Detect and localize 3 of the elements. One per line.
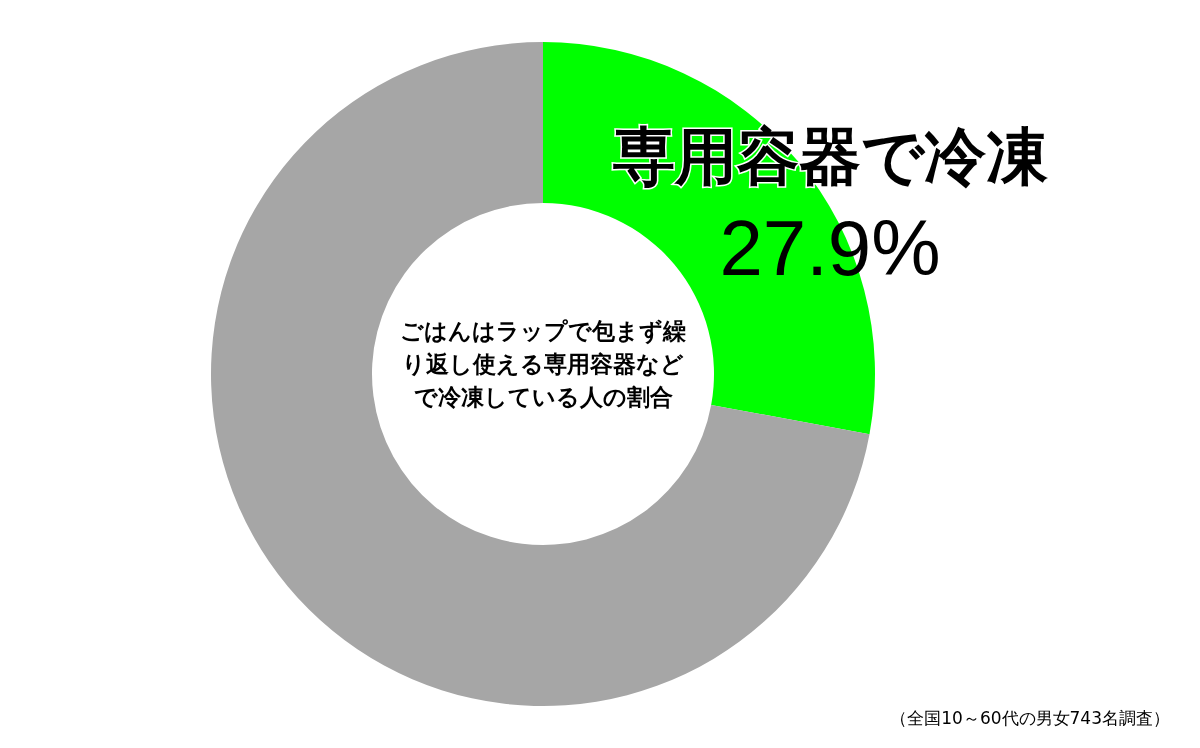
text: （全国10～60代の男女743名調査） bbox=[890, 707, 1170, 730]
slice-label: 専用容器で冷凍 bbox=[612, 120, 1048, 193]
text: ごはんはラップで包まず繰り返し使える専用容器などで冷凍している人の割合 bbox=[399, 317, 687, 412]
